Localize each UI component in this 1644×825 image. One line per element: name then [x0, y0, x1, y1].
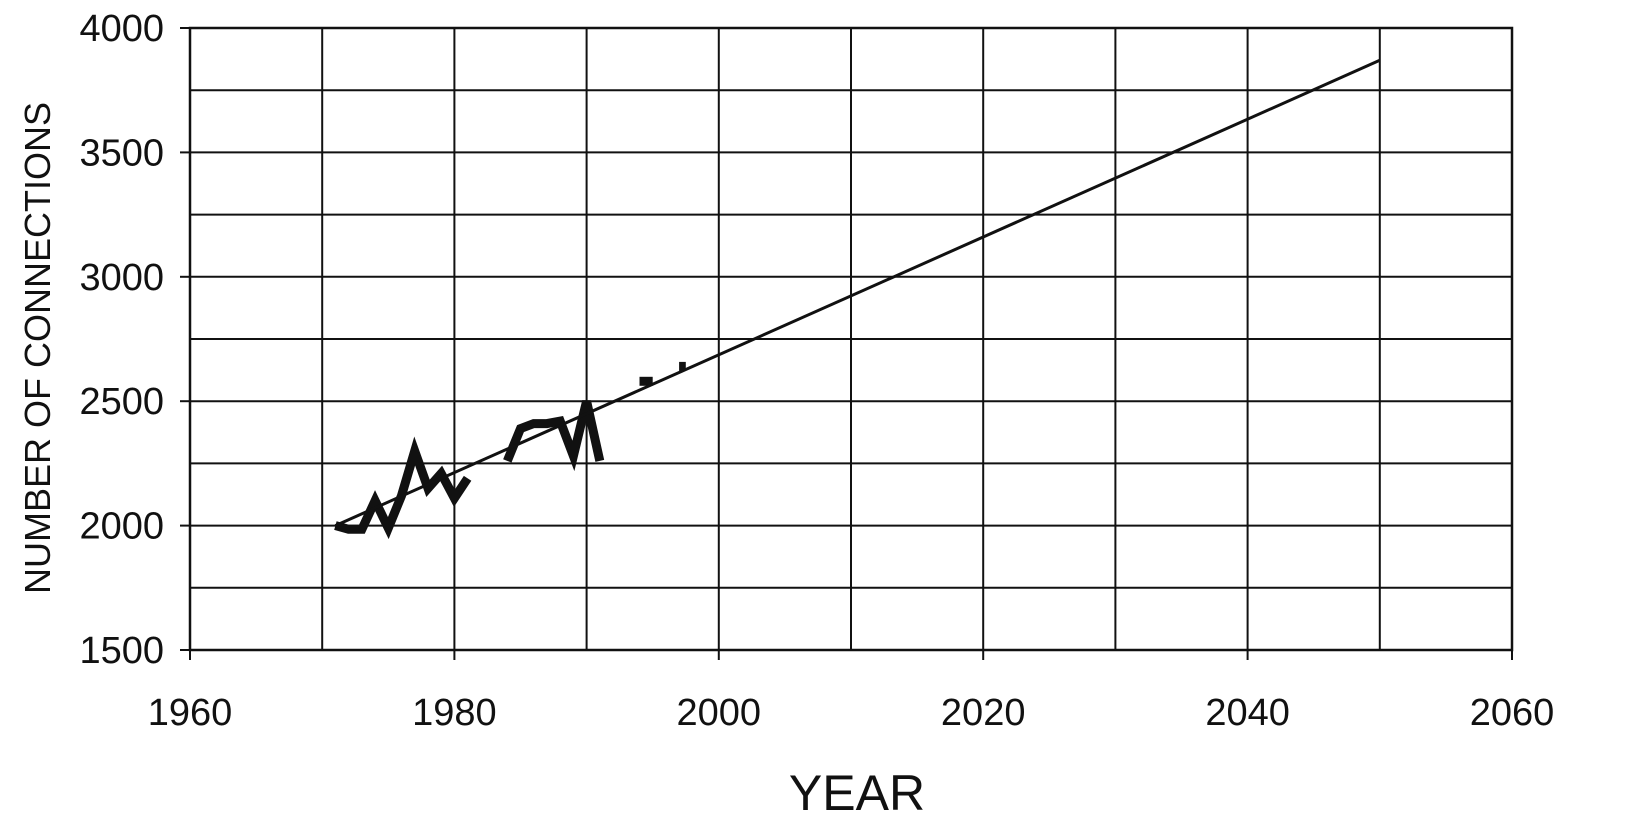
y-axis-title: NUMBER OF CONNECTIONS	[17, 102, 58, 594]
x-tick-label: 2020	[941, 692, 1026, 734]
y-axis-ticks: 1500 2000 2500 3000 3500 4000	[79, 8, 190, 672]
trend-line	[334, 58, 1381, 527]
x-tick-label: 2000	[677, 692, 762, 734]
y-tick-label: 3500	[79, 132, 164, 174]
data-series-segment	[503, 400, 605, 472]
x-tick-label: 2040	[1205, 692, 1290, 734]
x-tick-label: 1960	[148, 692, 233, 734]
plot-frame	[188, 26, 1514, 652]
series-layer	[334, 58, 1381, 540]
y-tick-label: 2000	[79, 506, 164, 548]
grid	[189, 27, 1513, 651]
x-axis-title: YEAR	[789, 765, 925, 821]
y-tick-label: 4000	[79, 8, 164, 50]
y-tick-label: 2500	[79, 381, 164, 423]
x-tick-label: 1980	[412, 692, 497, 734]
x-tick-label: 2060	[1470, 692, 1555, 734]
y-tick-label: 3000	[79, 257, 164, 299]
x-axis-ticks: 1960 1980 2000 2020 2040 2060	[148, 650, 1555, 734]
y-tick-label: 1500	[79, 630, 164, 672]
